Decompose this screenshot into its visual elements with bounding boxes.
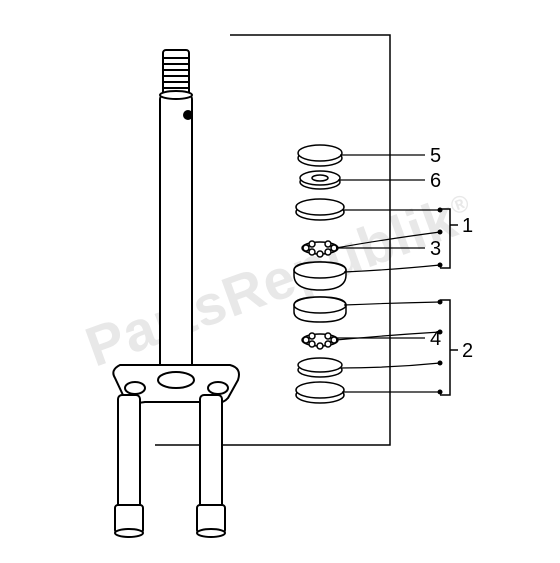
fork-leg-right <box>197 395 225 537</box>
callout-4: 4 <box>430 328 441 351</box>
parts-diagram <box>0 0 560 558</box>
callout-6: 6 <box>430 170 441 193</box>
bracket-1 <box>440 209 458 268</box>
fork-leg-left <box>115 395 143 537</box>
callout-1: 1 <box>462 215 473 238</box>
callout-5: 5 <box>430 145 441 168</box>
callout-3: 3 <box>430 238 441 261</box>
leader-lines <box>336 155 440 392</box>
callout-2: 2 <box>462 340 473 363</box>
bearing-stack <box>294 145 346 403</box>
bracket-2 <box>440 300 458 395</box>
leader-dots <box>438 208 443 395</box>
diagram-container: PartsRepublik <box>0 0 560 558</box>
fork-stem <box>160 50 192 380</box>
